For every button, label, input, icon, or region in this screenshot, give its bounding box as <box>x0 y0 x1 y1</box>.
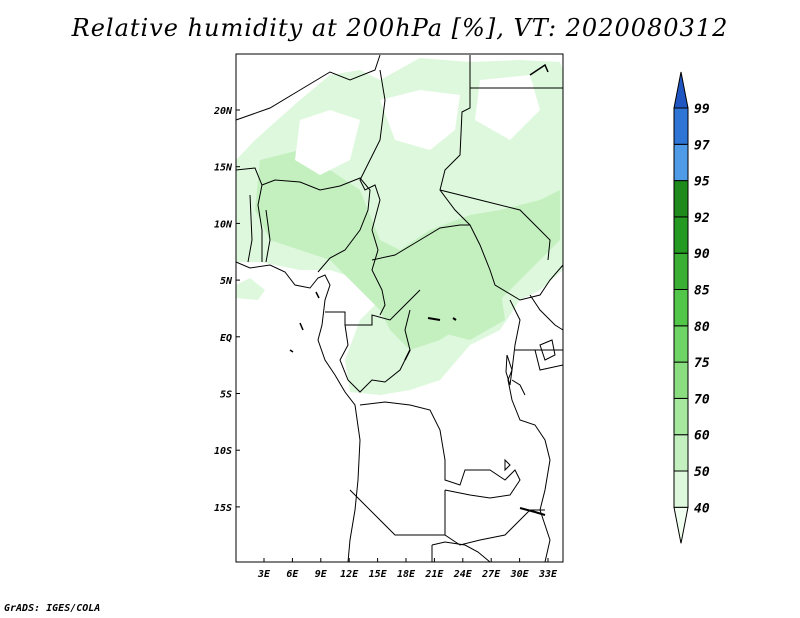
colorbar: 40 50 60 70 75 80 85 90 92 95 97 99 <box>673 71 710 544</box>
colorbar-segment <box>673 216 689 254</box>
colorbar-segment <box>673 289 689 327</box>
x-tick-label: 9E <box>315 569 328 580</box>
colorbar-label: 75 <box>694 356 710 371</box>
colorbar-label: 50 <box>694 465 710 480</box>
y-tick-label: 20N <box>213 106 233 117</box>
y-tick-label: EQ <box>220 333 232 344</box>
x-tick-label: 21E <box>424 569 444 580</box>
x-tick-label: 6E <box>286 569 299 580</box>
y-tick-label: 5N <box>220 276 233 287</box>
colorbar-segment <box>673 434 689 472</box>
colorbar-label: 80 <box>694 320 710 335</box>
y-axis-ticks: 20N 15N 10N 5N EQ 5S 10S 15S <box>213 106 240 514</box>
colorbar-segment <box>673 107 689 145</box>
colorbar-segment <box>673 397 689 436</box>
y-tick-label: 5S <box>220 390 232 401</box>
colorbar-label: 60 <box>694 429 710 444</box>
humidity-shading <box>236 58 563 395</box>
colorbar-label: 85 <box>694 284 710 299</box>
map-title: Relative humidity at 200hPa [%], VT: 202… <box>71 14 729 42</box>
colorbar-lower-triangle <box>673 506 689 544</box>
colorbar-segment <box>673 180 689 218</box>
colorbar-segment <box>673 252 689 290</box>
colorbar-label: 92 <box>694 211 710 226</box>
colorbar-segment <box>673 470 689 508</box>
colorbar-label: 40 <box>694 501 710 516</box>
colorbar-label: 70 <box>694 392 710 407</box>
x-tick-label: 12E <box>340 569 359 580</box>
colorbar-label: 95 <box>694 175 710 190</box>
map-frame <box>235 53 564 563</box>
colorbar-segment <box>673 143 689 182</box>
colorbar-label: 99 <box>694 102 710 117</box>
y-tick-label: 10N <box>214 219 233 230</box>
x-tick-label: 3E <box>257 569 271 580</box>
x-axis-ticks: 3E 6E 9E 12E 15E 18E 21E 24E 27E 30E 33E <box>257 558 558 580</box>
x-tick-label: 15E <box>369 569 388 580</box>
x-tick-label: 30E <box>510 569 530 580</box>
x-tick-label: 33E <box>538 569 558 580</box>
colorbar-label: 90 <box>694 247 710 262</box>
y-tick-label: 15S <box>214 503 232 514</box>
colorbar-segment <box>673 325 689 363</box>
x-tick-label: 27E <box>481 569 501 580</box>
colorbar-label: 97 <box>694 138 710 153</box>
x-tick-label: 24E <box>453 569 473 580</box>
country-borders <box>235 54 564 563</box>
colorbar-segment <box>673 361 689 399</box>
y-tick-label: 15N <box>214 163 233 174</box>
grads-credit: GrADS: IGES/COLA <box>4 603 101 614</box>
x-tick-label: 18E <box>397 569 416 580</box>
colorbar-upper-triangle <box>673 71 689 109</box>
y-tick-label: 10S <box>214 446 232 457</box>
